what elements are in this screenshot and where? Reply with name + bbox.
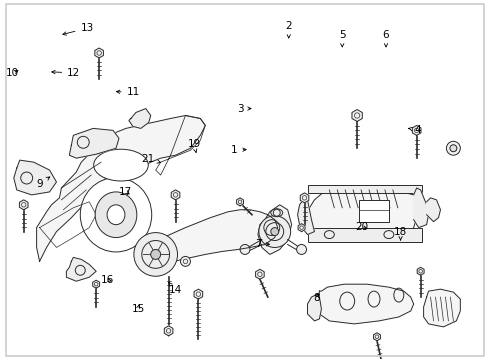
Bar xyxy=(308,185,421,193)
Polygon shape xyxy=(258,205,292,255)
Polygon shape xyxy=(300,193,309,203)
Text: 14: 14 xyxy=(169,282,182,295)
Text: 5: 5 xyxy=(339,30,345,47)
Circle shape xyxy=(450,145,457,152)
Text: 15: 15 xyxy=(131,303,145,314)
Text: 18: 18 xyxy=(394,227,407,240)
Polygon shape xyxy=(171,190,180,200)
Bar xyxy=(359,200,389,222)
Polygon shape xyxy=(237,198,244,206)
Polygon shape xyxy=(37,116,205,261)
Polygon shape xyxy=(414,188,429,228)
Polygon shape xyxy=(164,326,173,336)
Polygon shape xyxy=(194,289,203,299)
Ellipse shape xyxy=(95,192,137,238)
Polygon shape xyxy=(95,48,103,58)
Circle shape xyxy=(259,216,291,247)
Polygon shape xyxy=(93,280,99,288)
Polygon shape xyxy=(352,109,362,121)
Text: 16: 16 xyxy=(101,275,115,285)
Text: 3: 3 xyxy=(237,104,251,113)
Circle shape xyxy=(134,233,177,276)
Polygon shape xyxy=(20,200,28,210)
Text: 4: 4 xyxy=(409,125,421,135)
Polygon shape xyxy=(308,294,321,321)
Polygon shape xyxy=(413,125,421,135)
Text: 19: 19 xyxy=(187,139,200,152)
Circle shape xyxy=(446,141,460,155)
Polygon shape xyxy=(373,333,380,341)
Circle shape xyxy=(180,256,191,266)
Text: 10: 10 xyxy=(6,68,19,78)
Polygon shape xyxy=(129,109,151,129)
Text: 20: 20 xyxy=(355,222,368,232)
Text: 11: 11 xyxy=(117,87,140,98)
Text: 6: 6 xyxy=(383,30,390,47)
Bar xyxy=(308,228,421,242)
Polygon shape xyxy=(298,224,305,231)
Polygon shape xyxy=(318,284,414,324)
Circle shape xyxy=(151,249,161,260)
Text: 1: 1 xyxy=(231,145,246,155)
Polygon shape xyxy=(424,289,460,327)
Ellipse shape xyxy=(271,209,283,217)
Text: 21: 21 xyxy=(141,154,161,163)
Polygon shape xyxy=(66,257,96,281)
Text: 12: 12 xyxy=(52,68,80,78)
Ellipse shape xyxy=(107,205,125,225)
Text: 9: 9 xyxy=(36,177,50,189)
Polygon shape xyxy=(141,210,278,267)
Ellipse shape xyxy=(240,244,250,255)
Ellipse shape xyxy=(94,149,148,181)
Text: 7: 7 xyxy=(255,239,270,249)
Polygon shape xyxy=(297,198,315,235)
Ellipse shape xyxy=(296,244,307,255)
Polygon shape xyxy=(256,269,264,279)
Text: 8: 8 xyxy=(314,293,320,303)
Polygon shape xyxy=(417,267,424,275)
Circle shape xyxy=(271,228,279,235)
Text: 17: 17 xyxy=(119,187,132,197)
Bar xyxy=(6,4,484,356)
Polygon shape xyxy=(308,188,418,239)
Polygon shape xyxy=(14,160,56,195)
Polygon shape xyxy=(427,198,441,222)
Text: 13: 13 xyxy=(63,23,94,35)
Ellipse shape xyxy=(80,177,152,252)
Text: 2: 2 xyxy=(286,21,292,38)
Polygon shape xyxy=(70,129,119,158)
